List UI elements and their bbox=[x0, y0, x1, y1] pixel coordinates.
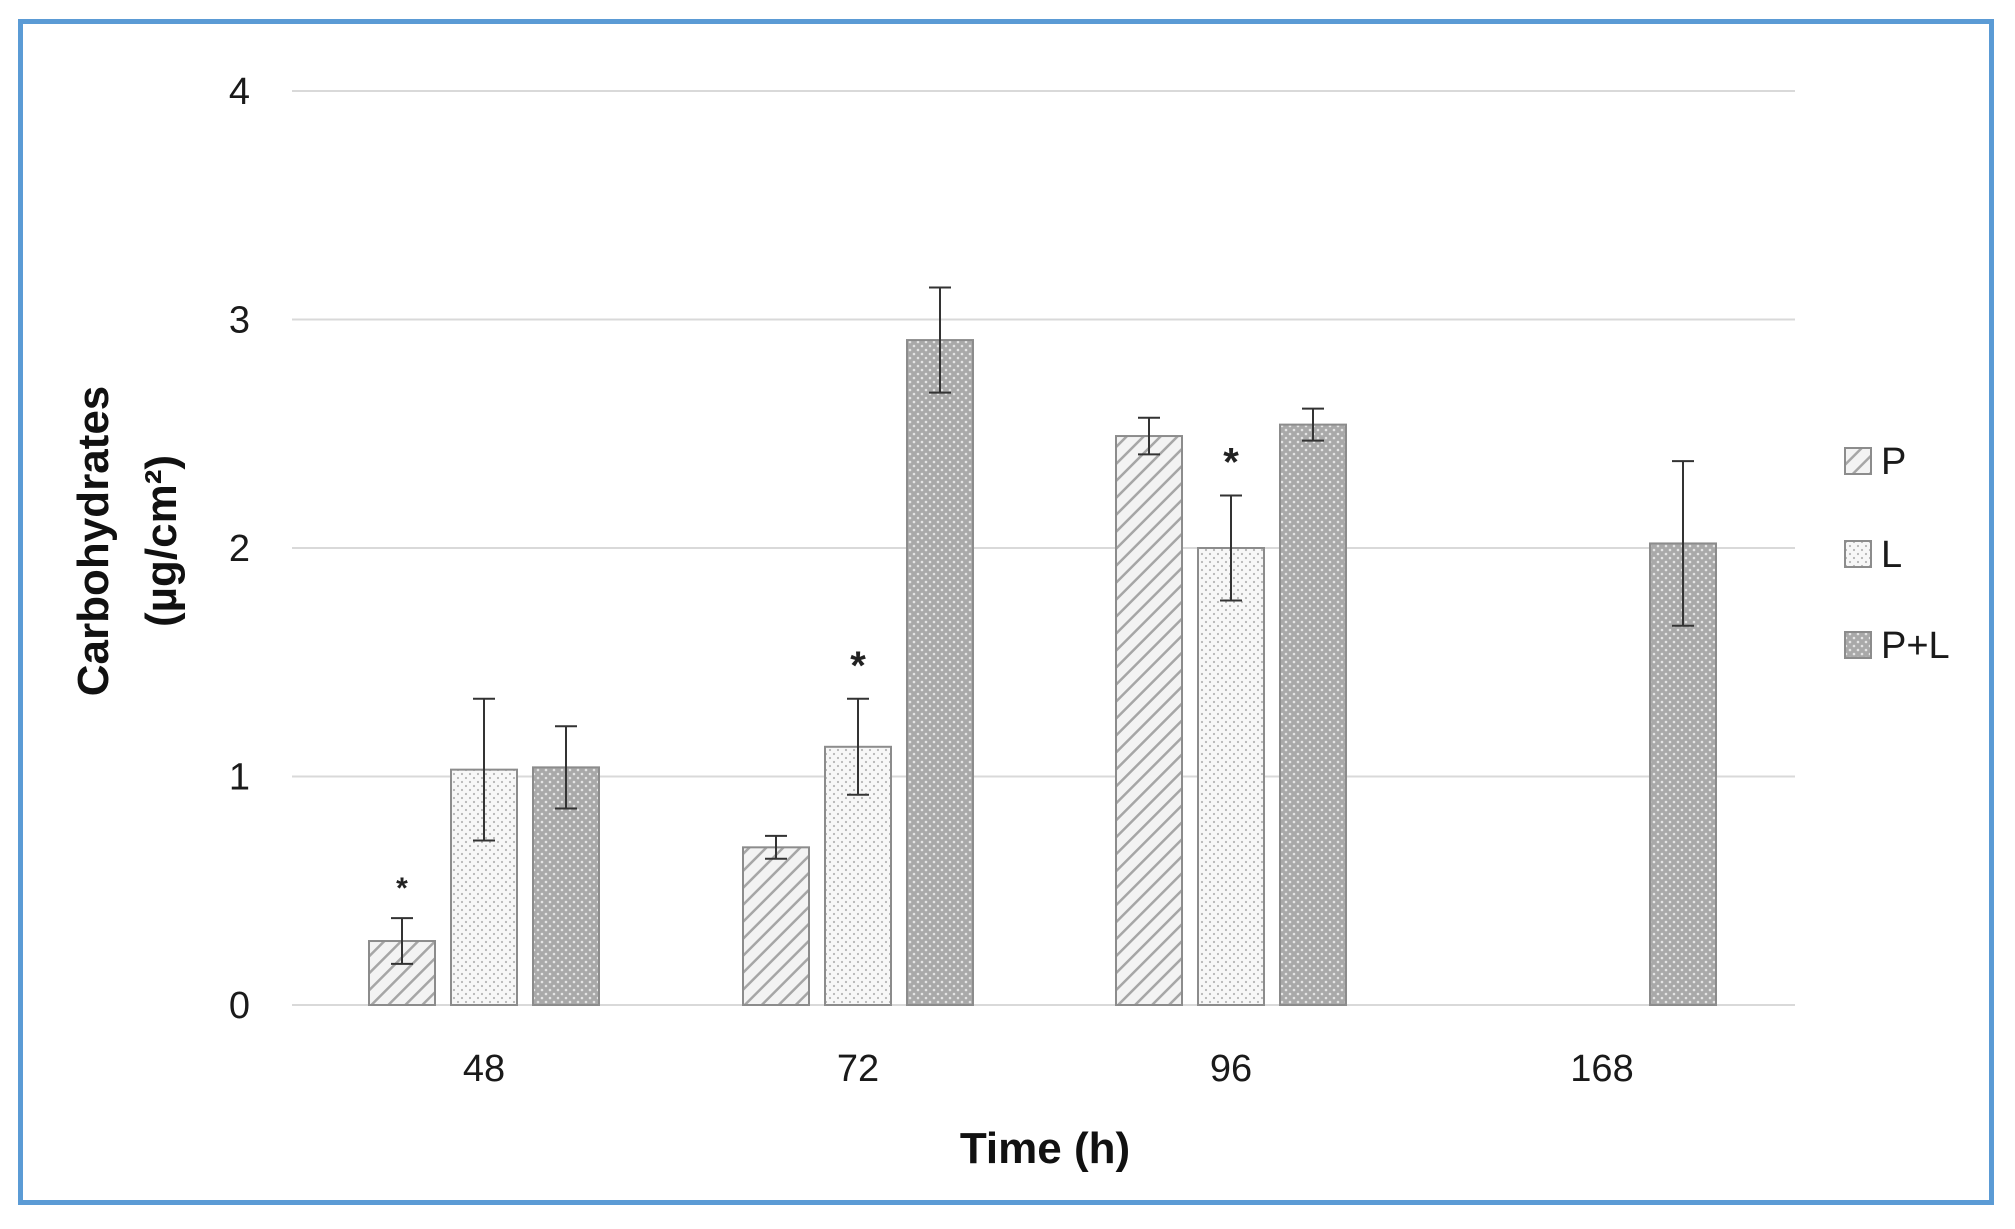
bar-P-48 bbox=[368, 940, 436, 1007]
bar-P-96 bbox=[1115, 435, 1183, 1007]
y-tick-label-1: 1 bbox=[229, 757, 250, 799]
bar-L-96 bbox=[1197, 547, 1265, 1006]
y-tick-label-0: 0 bbox=[229, 985, 250, 1027]
y-tick-label-3: 3 bbox=[229, 300, 250, 342]
x-tick-label-168: 168 bbox=[1570, 1048, 1633, 1090]
significance-marker-48: * bbox=[396, 872, 408, 905]
significance-markers: * * * bbox=[396, 440, 1239, 905]
x-tick-label-96: 96 bbox=[1210, 1048, 1252, 1090]
y-axis-title-line2: (µg/cm²) bbox=[137, 455, 186, 627]
x-tick-label-72: 72 bbox=[837, 1048, 879, 1090]
y-tick-label-4: 4 bbox=[229, 71, 250, 113]
significance-marker-72: * bbox=[850, 644, 866, 688]
error-bars bbox=[391, 286, 1694, 965]
legend-swatch-P+L bbox=[1844, 631, 1872, 659]
y-axis-title: Carbohydrates (µg/cm²) bbox=[69, 386, 186, 697]
significance-marker-96: * bbox=[1223, 440, 1239, 484]
bar-P+L-72 bbox=[906, 339, 974, 1006]
x-tick-label-48: 48 bbox=[463, 1048, 505, 1090]
y-axis-tick-labels: 0 1 2 3 4 bbox=[229, 71, 250, 1027]
legend-label-L: L bbox=[1881, 534, 1902, 576]
bars bbox=[368, 339, 1717, 1007]
bar-P+L-96 bbox=[1279, 423, 1347, 1006]
y-axis-title-line1: Carbohydrates bbox=[69, 386, 118, 697]
y-tick-label-2: 2 bbox=[229, 528, 250, 570]
legend-label-P: P bbox=[1881, 441, 1906, 483]
x-axis-tick-labels: 48 72 96 168 bbox=[463, 1048, 1634, 1090]
legend-label-P+L: P+L bbox=[1881, 625, 1950, 667]
x-axis-title: Time (h) bbox=[960, 1124, 1130, 1173]
legend: P L P+L bbox=[1844, 441, 1950, 667]
legend-swatch-P bbox=[1844, 447, 1872, 475]
legend-swatch-L bbox=[1844, 540, 1872, 568]
bar-P-72 bbox=[742, 846, 810, 1007]
